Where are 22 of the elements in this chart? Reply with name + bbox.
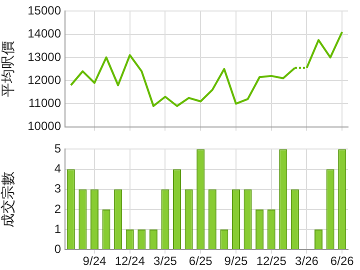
y-axis-title: 成交宗數 [0,171,16,228]
x-tick-label: 9/24 [82,254,106,268]
y-tick-label: 12000 [28,72,62,87]
y-axis-title: 平均呎價 [0,41,16,97]
y-tick-label: 3 [54,182,62,196]
y-tick-label: 5 [54,142,62,156]
y-tick-label: 4 [54,162,62,176]
y-tick-label: 15000 [28,4,62,18]
y-tick-label: 14000 [28,26,62,41]
y-tick-label: 2 [54,202,62,216]
y-tick-label: 11000 [28,96,62,110]
y-tick-label: 0 [54,242,62,256]
y-tick-label: 13000 [28,50,62,64]
x-tick-label: 3/26 [295,254,319,268]
x-tick-label: 9/25 [224,254,248,268]
x-tick-label: 12/25 [256,254,287,268]
x-tick-label: 6/26 [330,254,354,268]
y-tick-label: 1 [54,222,62,236]
x-tick-label: 3/25 [154,254,178,268]
y-tick-label: 10000 [28,119,62,134]
x-tick-label: 6/25 [188,254,213,268]
x-tick-label: 12/24 [114,254,146,268]
